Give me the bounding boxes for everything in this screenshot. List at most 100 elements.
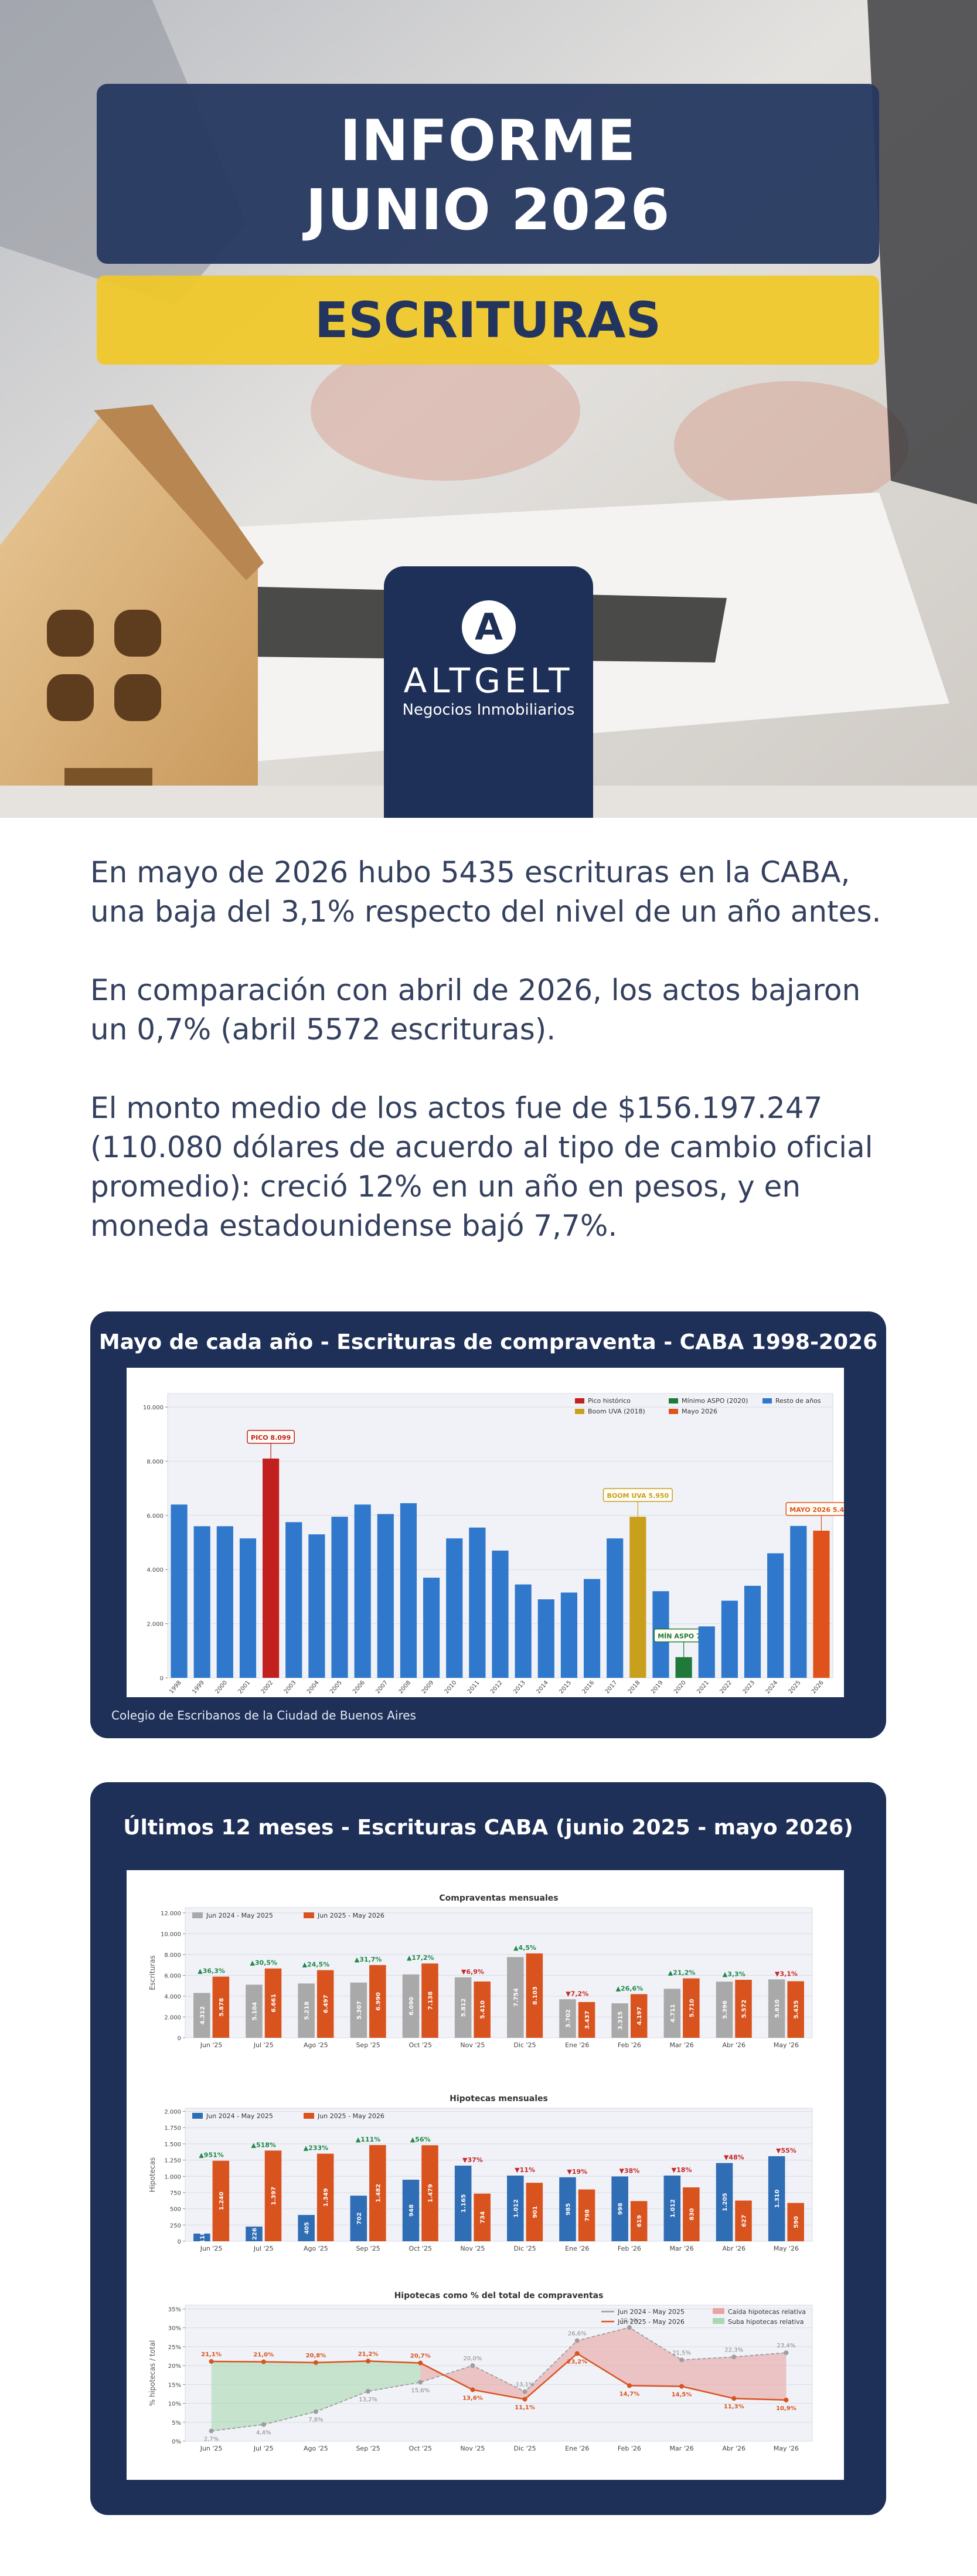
data-label: BOOM UVA 5.950	[607, 1492, 669, 1500]
bar	[402, 1974, 420, 2038]
bar	[744, 1585, 761, 1678]
point	[627, 2383, 632, 2388]
card-title: Últimos 12 meses - Escrituras CABA (juni…	[123, 1816, 853, 1840]
x-tick-label: Ene '26	[565, 2445, 589, 2452]
annotation-box	[602, 1488, 673, 1502]
x-tick-label: Nov '25	[460, 2041, 485, 2049]
y-tick-label: 8.000	[164, 1952, 181, 1959]
data-label: 1.205	[722, 2193, 729, 2211]
point	[470, 2363, 475, 2368]
chart-panel: 0 2.000 4.000 6.000 8.000 10.000 12.000 Comprav…	[127, 1870, 844, 2480]
bar	[583, 1579, 601, 1678]
legend-swatch	[575, 1398, 584, 1403]
bar	[716, 1982, 733, 2038]
point	[366, 2388, 371, 2394]
bar	[212, 2160, 230, 2241]
chart-title: Compraventas mensuales	[439, 1894, 558, 1903]
point	[418, 2360, 423, 2366]
difference-fill	[525, 2340, 577, 2400]
x-tick-label: Feb '26	[618, 2245, 641, 2252]
data-label: 21,0%	[253, 2352, 274, 2358]
x-tick-label: 2017	[604, 1680, 619, 1695]
photo-hand	[674, 381, 908, 510]
x-tick-label: Ago '25	[304, 2041, 328, 2049]
data-label: 6.497	[323, 1994, 329, 2013]
x-tick-label: Feb '26	[618, 2445, 641, 2452]
y-axis-label: % hipotecas / total	[148, 2340, 156, 2407]
x-tick-label: Abr '26	[722, 2445, 745, 2452]
change-label: ▲21,2%	[668, 1969, 696, 1977]
bar	[400, 1503, 417, 1678]
legend-swatch	[192, 1912, 203, 1918]
data-label: 6.990	[375, 1992, 382, 2011]
data-label: 2,7%	[204, 2436, 219, 2443]
hero: INFORME JUNIO 2026 ESCRITURAS A ALTGELT …	[0, 0, 977, 818]
data-label: 5.396	[722, 2000, 729, 2019]
change-label: ▼37%	[462, 2156, 483, 2164]
legend-label: Caída hipotecas relativa	[728, 2308, 806, 2316]
difference-fill	[368, 2361, 421, 2391]
y-tick-label: 6.000	[147, 1513, 164, 1520]
x-tick-label: Jun '25	[200, 2445, 223, 2452]
data-label: 8.103	[532, 1986, 539, 2005]
bar	[537, 1599, 554, 1678]
data-label: 1.397	[271, 2187, 277, 2205]
data-label: 3.702	[565, 2009, 571, 2028]
summary: En mayo de 2026 hubo 5435 escrituras en …	[90, 853, 893, 1285]
x-tick-label: Jul '25	[253, 2041, 274, 2049]
change-label: ▲4,5%	[513, 1944, 536, 1952]
chart-card: Últimos 12 meses - Escrituras CABA (juni…	[90, 1782, 886, 2515]
x-tick-label: 2014	[535, 1680, 550, 1695]
data-label: 4.197	[636, 2007, 643, 2026]
change-label: ▲56%	[410, 2136, 431, 2143]
difference-fill	[211, 2361, 264, 2431]
x-tick-label: Oct '25	[408, 2445, 432, 2452]
data-label: 901	[532, 2206, 539, 2218]
data-label: 20,0%	[464, 2356, 482, 2362]
logo: A ALTGELT Negocios Inmobiliarios	[384, 566, 593, 818]
bar	[515, 1584, 532, 1678]
data-label: 5.435	[794, 2000, 800, 2019]
data-label: 5.104	[251, 2002, 258, 2021]
data-label: 15,6%	[411, 2387, 430, 2394]
point	[731, 2354, 737, 2360]
data-label: 226	[251, 2228, 258, 2240]
data-label: 7.138	[428, 1992, 434, 2010]
paragraph: El monto medio de los actos fue de $156.…	[90, 1091, 873, 1243]
title-box: INFORME JUNIO 2026	[97, 84, 879, 264]
x-tick-label: 2024	[765, 1680, 779, 1695]
paragraph: En mayo de 2026 hubo 5435 escrituras en …	[90, 855, 881, 929]
x-tick-label: Sep '25	[356, 2245, 380, 2252]
x-tick-label: 2022	[719, 1680, 733, 1695]
x-tick-label: 2015	[558, 1680, 573, 1695]
x-tick-label: Dic '25	[514, 2445, 536, 2452]
y-tick-label: 20%	[168, 2363, 181, 2370]
bar	[767, 1553, 784, 1678]
x-tick-label: Mar '26	[669, 2041, 693, 2049]
x-tick-label: Nov '25	[460, 2445, 485, 2452]
x-tick-label: 2002	[260, 1680, 275, 1695]
legend-label: Mínimo ASPO (2020)	[682, 1397, 748, 1405]
legend-label: Mayo 2026	[682, 1408, 717, 1415]
data-label: 4,4%	[256, 2430, 271, 2436]
data-label: 5.878	[219, 1998, 225, 2017]
photo-hand	[311, 340, 580, 481]
x-tick-label: 2003	[283, 1680, 298, 1695]
x-tick-label: 2001	[237, 1680, 251, 1695]
point	[209, 2359, 214, 2364]
x-tick-label: Abr '26	[722, 2245, 745, 2252]
x-tick-label: Jun '25	[200, 2245, 223, 2252]
change-label: ▼6,9%	[461, 1968, 484, 1976]
bar	[285, 1522, 302, 1678]
point	[731, 2396, 737, 2401]
y-axis-label: Hipotecas	[148, 2157, 156, 2193]
y-tick-label: 35%	[168, 2306, 181, 2313]
data-label: 830	[689, 2208, 695, 2221]
bar	[216, 1526, 233, 1678]
title-line: INFORME	[339, 108, 636, 174]
x-tick-label: 1998	[168, 1680, 183, 1695]
data-label: 10,9%	[776, 2405, 796, 2412]
bar	[790, 1525, 807, 1678]
point	[679, 2357, 685, 2363]
chart-card: Mayo de cada año - Escrituras de comprav…	[90, 1311, 886, 1738]
